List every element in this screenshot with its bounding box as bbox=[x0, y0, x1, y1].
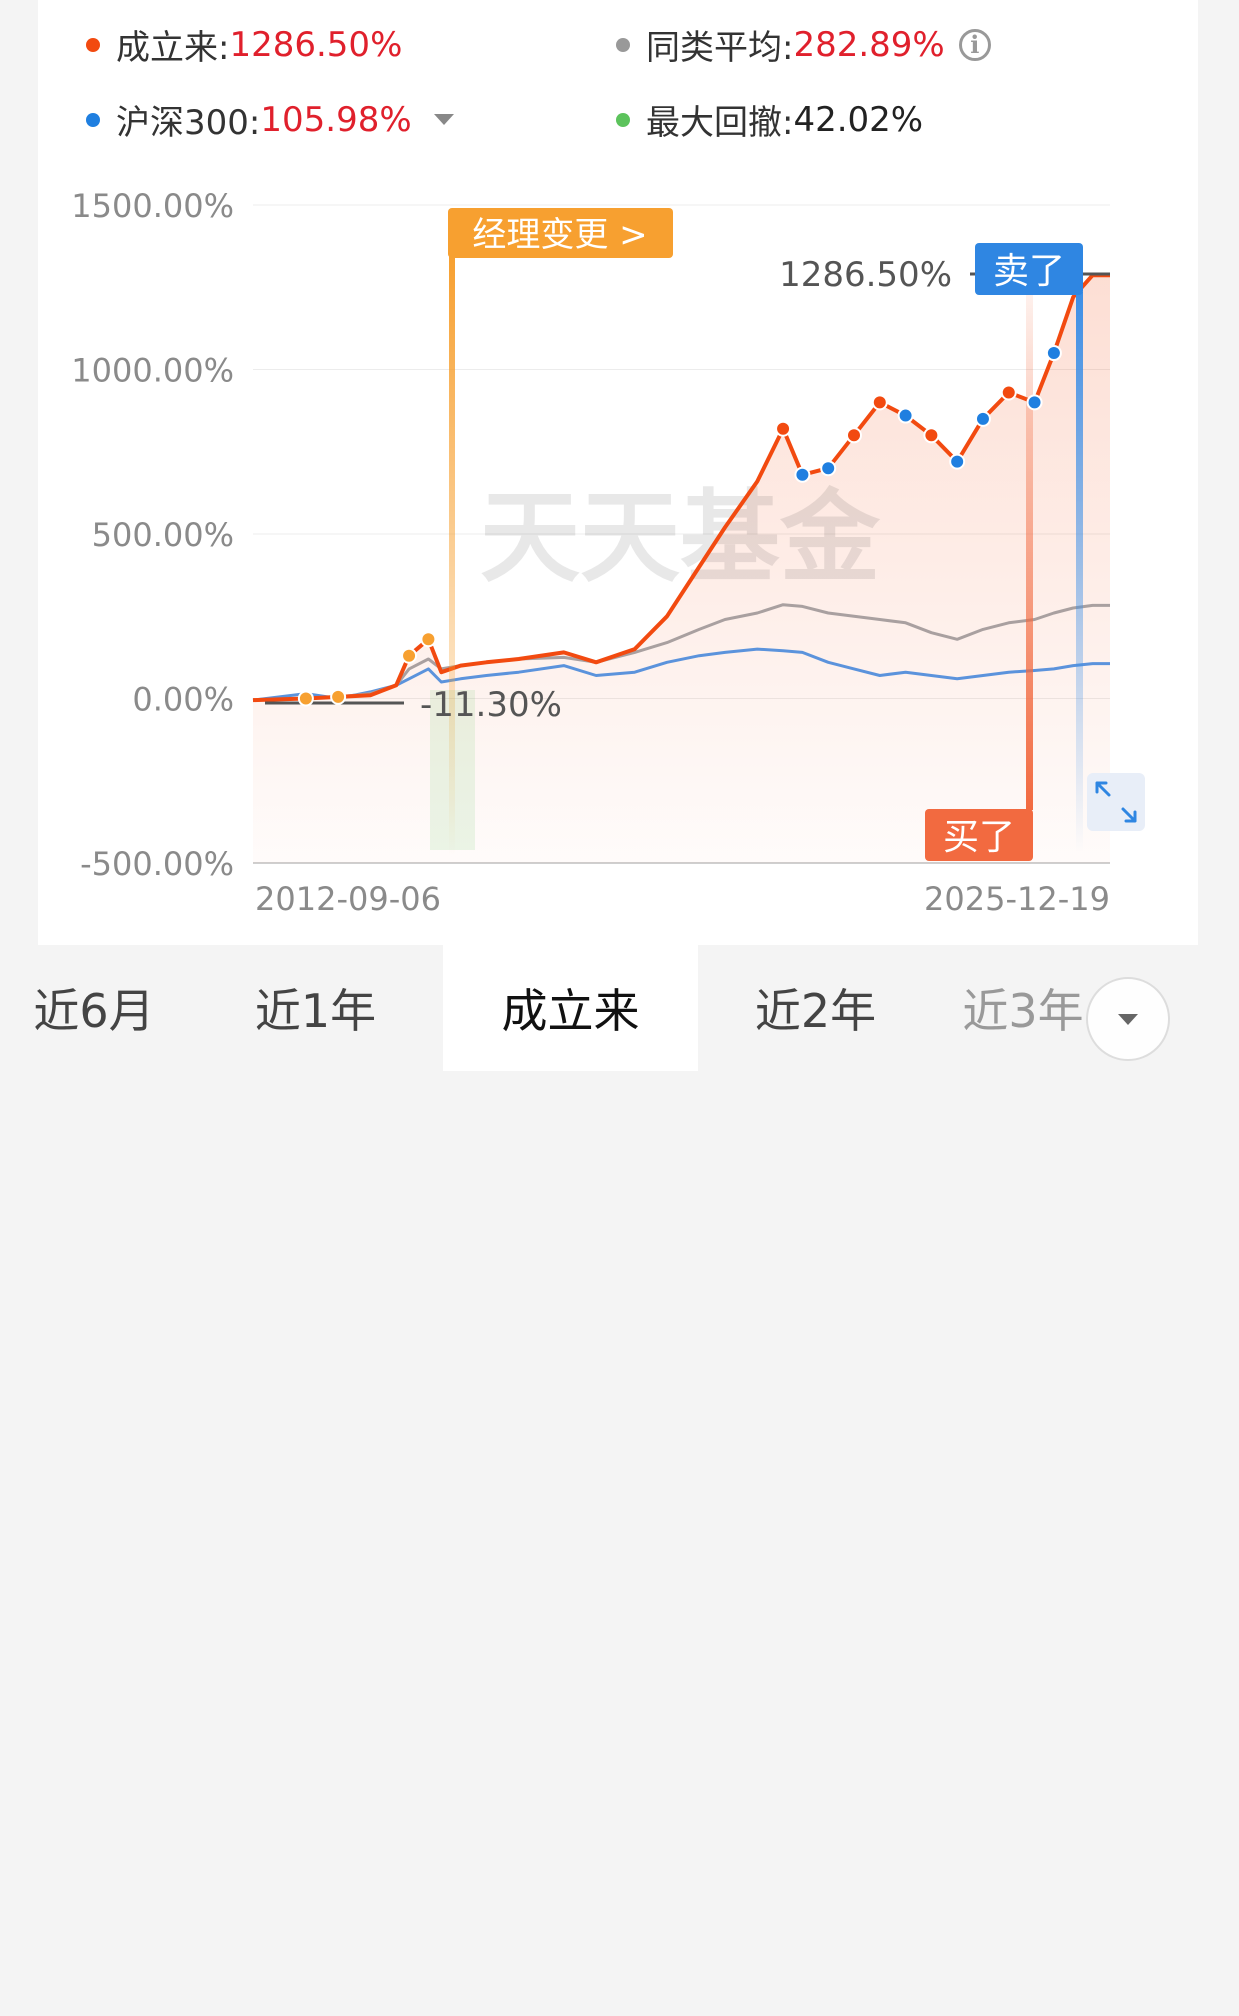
manager-change-line bbox=[449, 255, 455, 855]
y-tick-label: 0.00% bbox=[132, 681, 234, 719]
min-value-label: -11.30% bbox=[420, 685, 562, 725]
series-line bbox=[252, 603, 1110, 702]
tab-3y[interactable]: 近3年 bbox=[962, 984, 1084, 1038]
sell-label[interactable]: 卖了 bbox=[993, 251, 1065, 292]
tab-1y[interactable]: 近1年 bbox=[254, 984, 377, 1038]
manager-change-marker[interactable] bbox=[448, 208, 673, 258]
legend-max-drawdown-label: 最大回撤: bbox=[646, 103, 794, 143]
sell-marker[interactable] bbox=[975, 243, 1083, 295]
trade-dot[interactable] bbox=[297, 690, 314, 707]
trade-dot[interactable] bbox=[923, 427, 940, 444]
trade-dot[interactable] bbox=[949, 453, 966, 470]
x-tick-label: 2012-09-06 bbox=[255, 880, 441, 918]
tab-2y[interactable]: 近2年 bbox=[754, 984, 877, 1038]
trade-dot[interactable] bbox=[1000, 384, 1017, 401]
trade-dot[interactable] bbox=[1026, 394, 1043, 411]
series-line bbox=[252, 647, 1110, 702]
buy-label[interactable]: 买了 bbox=[943, 817, 1015, 858]
trade-dot[interactable] bbox=[330, 688, 347, 705]
legend-csi300-value: 105.98% bbox=[260, 99, 412, 140]
trade-dot[interactable] bbox=[794, 466, 811, 483]
trade-dot[interactable] bbox=[401, 647, 418, 664]
period-tabs: 近6月 近1年 成立来 近2年 近3年 bbox=[0, 945, 1239, 2016]
y-tick-label: 500.00% bbox=[92, 516, 234, 554]
legend-category-avg: 同类平均: 282.89% i bbox=[616, 20, 991, 69]
trade-dot[interactable] bbox=[820, 460, 837, 477]
orange-dot-icon bbox=[86, 37, 100, 52]
expand-icon bbox=[1095, 781, 1137, 823]
trade-dot[interactable] bbox=[845, 427, 862, 444]
trade-dot[interactable] bbox=[1045, 345, 1062, 362]
y-tick-label: 1500.00% bbox=[71, 187, 234, 225]
legend-since-inception-value: 1286.50% bbox=[229, 24, 403, 65]
blue-dot-icon bbox=[86, 112, 100, 127]
legend-category-avg-label: 同类平均: bbox=[646, 28, 794, 68]
y-tick-label: 1000.00% bbox=[71, 352, 234, 390]
green-dot-icon bbox=[616, 112, 630, 127]
series-line bbox=[252, 273, 1110, 703]
legend-since-inception-label: 成立来: bbox=[116, 28, 230, 68]
tab-since-inception[interactable]: 成立来 bbox=[443, 945, 698, 1071]
info-icon[interactable]: i bbox=[958, 28, 991, 61]
sell-line bbox=[1076, 292, 1083, 852]
buy-marker[interactable] bbox=[925, 809, 1033, 861]
trade-dot[interactable] bbox=[871, 394, 888, 411]
trade-dot[interactable] bbox=[897, 407, 914, 424]
y-tick-label: -500.00% bbox=[80, 845, 234, 883]
trade-dot[interactable] bbox=[974, 410, 991, 427]
manager-change-label[interactable]: 经理变更 > bbox=[472, 215, 647, 255]
legend-category-avg-value: 282.89% bbox=[793, 24, 945, 65]
buy-line bbox=[1026, 295, 1033, 810]
legend-max-drawdown-value: 42.02% bbox=[793, 99, 924, 140]
drawdown-band bbox=[430, 690, 475, 850]
tab-6m[interactable]: 近6月 bbox=[33, 984, 155, 1038]
expand-button[interactable] bbox=[1087, 773, 1145, 831]
gray-dot-icon bbox=[616, 37, 630, 52]
tabs-fade bbox=[960, 1890, 1100, 2016]
chevron-down-icon bbox=[1118, 1013, 1138, 1025]
line-chart[interactable]: 天天基金 经理变更 > 卖了 买了 1286.50% -11.30% 1500.… bbox=[0, 0, 1239, 945]
legend-csi300[interactable]: 沪深300: 105.98% bbox=[86, 95, 454, 144]
legend-since-inception: 成立来: 1286.50% bbox=[86, 20, 402, 69]
legend-max-drawdown: 最大回撤: 42.02% bbox=[616, 95, 923, 144]
watermark: 天天基金 bbox=[480, 478, 881, 596]
end-value-label: 1286.50% bbox=[779, 255, 952, 295]
trade-dot[interactable] bbox=[420, 631, 437, 648]
chevron-down-icon[interactable] bbox=[433, 114, 454, 125]
more-periods-button[interactable] bbox=[1086, 977, 1170, 1061]
trade-dot[interactable] bbox=[775, 420, 792, 437]
series-area-fill bbox=[253, 275, 1110, 864]
legend-csi300-label: 沪深300: bbox=[116, 103, 261, 143]
x-tick-label: 2025-12-19 bbox=[924, 880, 1110, 918]
